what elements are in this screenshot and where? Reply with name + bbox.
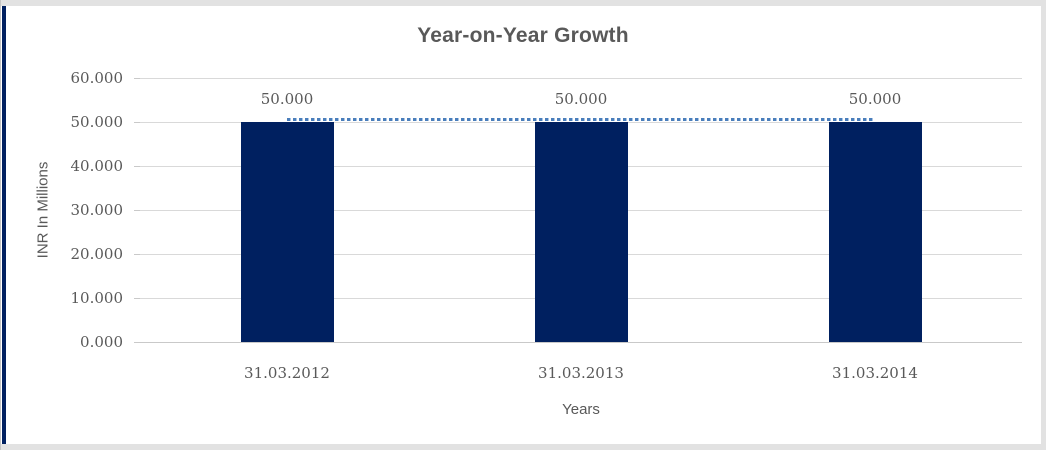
bar-31.03.2012 (240, 122, 334, 342)
x-tick-label: 31.03.2013 (538, 364, 624, 382)
y-tick-label: 10.000 (70, 289, 124, 307)
y-tick-label: 50.000 (70, 113, 124, 131)
y-tick-label: 30.000 (70, 201, 124, 219)
x-tick-label: 31.03.2014 (832, 364, 918, 382)
frame-border-top (0, 0, 1046, 6)
bar-data-label: 50.000 (848, 90, 902, 108)
frame-border-bottom (0, 444, 1046, 450)
frame-border-left (0, 0, 1, 450)
bar-data-label: 50.000 (260, 90, 314, 108)
bar-31.03.2014 (828, 122, 922, 342)
chart-title: Year-on-Year Growth (417, 24, 629, 47)
gridline-0.000 (140, 342, 1022, 343)
trend-line (287, 118, 875, 121)
y-tickmark (134, 254, 140, 255)
bar-data-label: 50.000 (554, 90, 608, 108)
y-tickmark (134, 122, 140, 123)
bar-31.03.2013 (534, 122, 628, 342)
y-tickmark (134, 166, 140, 167)
y-tick-label: 60.000 (70, 69, 124, 87)
y-tick-label: 20.000 (70, 245, 124, 263)
x-tick-label: 31.03.2012 (244, 364, 330, 382)
y-tickmark (134, 210, 140, 211)
left-accent-stripe (2, 6, 6, 444)
x-axis-title: Years (562, 401, 600, 418)
y-tickmark (134, 298, 140, 299)
y-tickmark (134, 78, 140, 79)
y-tickmark (134, 342, 140, 343)
y-tick-label: 0.000 (80, 333, 123, 351)
gridline-60.000 (140, 78, 1022, 79)
frame-border-right (1041, 0, 1046, 450)
y-tick-label: 40.000 (70, 157, 124, 175)
